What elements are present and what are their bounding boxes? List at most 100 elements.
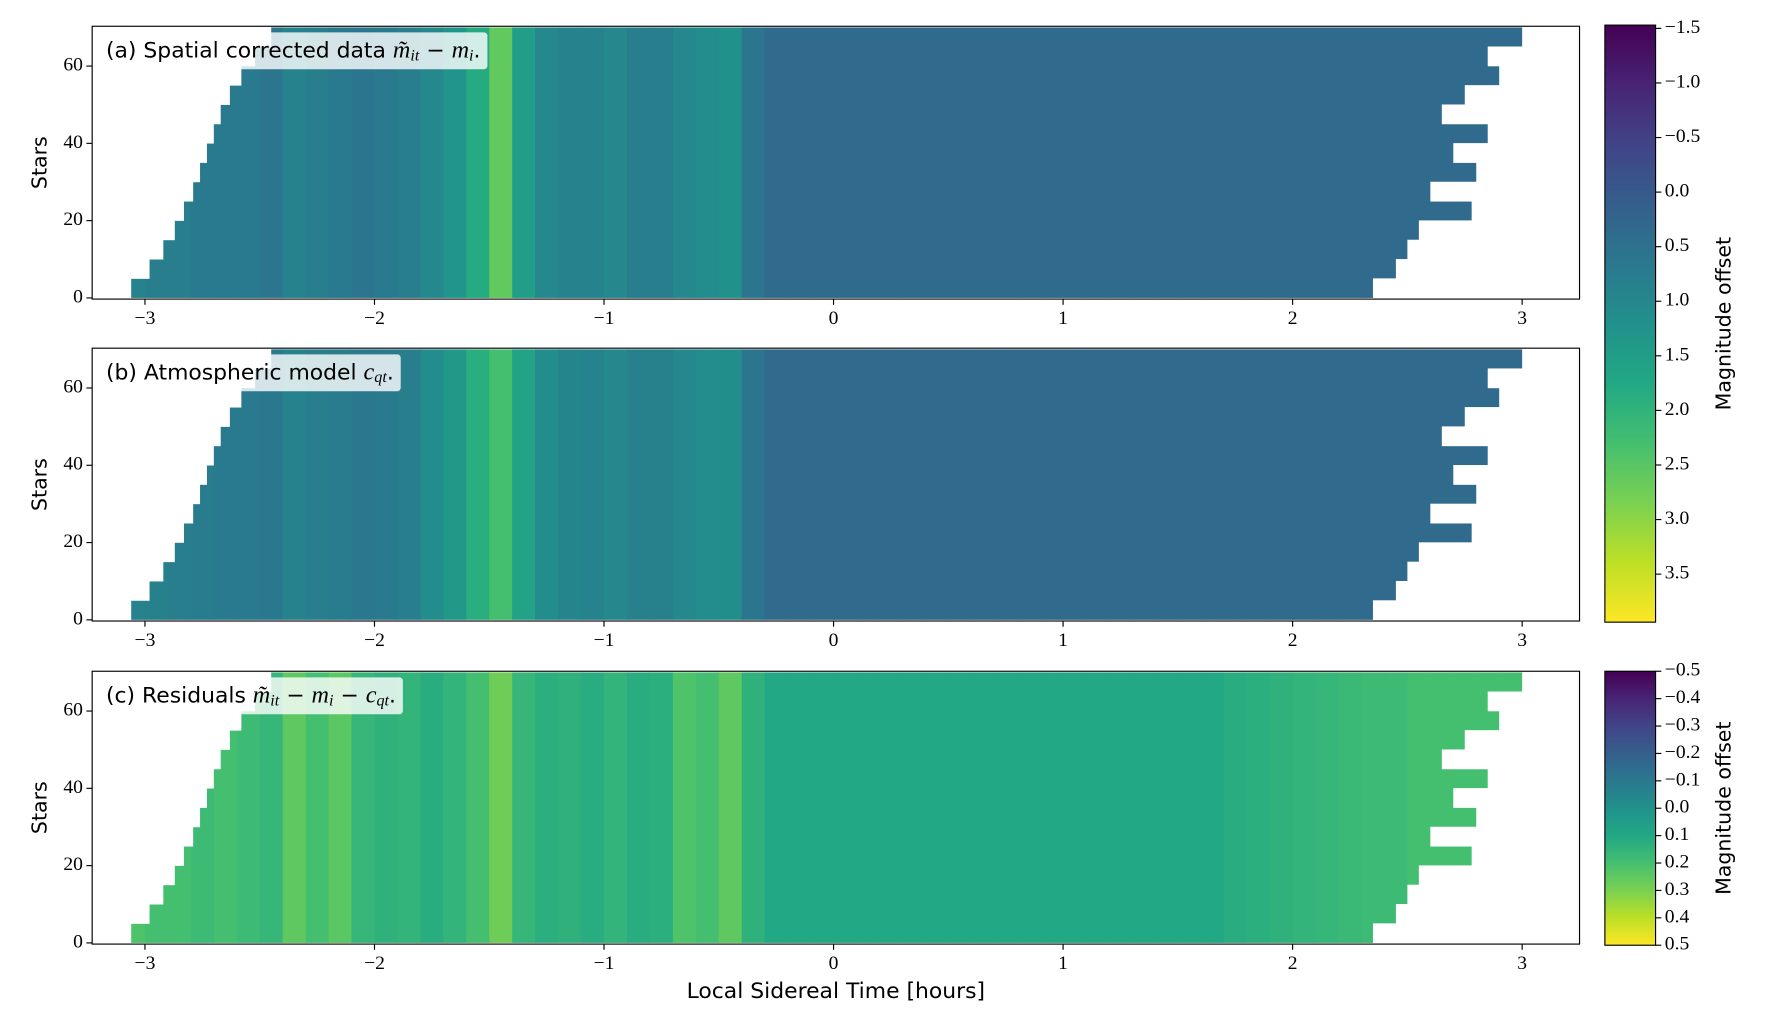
- y-axis-label: Stars: [27, 136, 51, 189]
- y-tick-label: 40: [63, 454, 83, 475]
- coverage-end: [1453, 465, 1580, 485]
- heat-strip: [466, 27, 490, 298]
- heat-strip: [672, 27, 697, 298]
- heat-strip: [351, 27, 375, 298]
- heat-strip: [443, 672, 467, 943]
- coverage-end: [1464, 85, 1580, 105]
- heat-strip: [282, 27, 307, 298]
- y-tick-label: 0: [73, 931, 83, 952]
- panel-title: (a) Spatial corrected data m̃it − mi.: [106, 37, 481, 65]
- title-part: m̃: [253, 682, 270, 708]
- heat-strip: [259, 672, 284, 943]
- heat-strip: [420, 349, 444, 620]
- heat-strip: [764, 349, 789, 620]
- heat-strip: [535, 672, 559, 943]
- coverage-end: [1430, 826, 1580, 847]
- heat-strip: [1086, 27, 1110, 298]
- coverage-start: [92, 884, 164, 905]
- heat-strip: [718, 672, 743, 943]
- coverage-end: [1476, 807, 1580, 828]
- heat-strip: [558, 672, 582, 943]
- x-tick-label: 1: [1058, 630, 1068, 651]
- heat-strip: [649, 27, 674, 298]
- x-tick-label: −1: [594, 953, 615, 974]
- coverage-start: [92, 104, 221, 125]
- x-tick-label: 1: [1058, 953, 1068, 974]
- heat-strip: [1384, 672, 1408, 943]
- axes-frame: [91, 670, 1581, 945]
- coverage-end: [1522, 349, 1580, 369]
- heat-strip: [787, 672, 812, 943]
- y-tick-label: 60: [63, 700, 83, 721]
- heat-strip: [259, 349, 284, 620]
- heat-strip: [512, 672, 536, 943]
- heat-strip: [1017, 27, 1041, 298]
- heat-strip: [856, 672, 880, 943]
- heat-strip: [879, 672, 903, 943]
- coverage-end: [1395, 259, 1580, 279]
- y-tick-label: 20: [63, 531, 83, 552]
- x-tick-label: −1: [594, 630, 615, 651]
- heat-strip: [512, 27, 536, 298]
- coverage-end: [1487, 691, 1580, 712]
- colorbar-tick-label: 3.0: [1665, 508, 1689, 529]
- y-axis-label: Stars: [27, 781, 51, 834]
- title-part: m: [452, 37, 469, 63]
- heat-strip: [1040, 27, 1064, 298]
- heat-strip: [1017, 349, 1041, 620]
- heat-strip: [397, 27, 421, 298]
- coverage-start: [92, 600, 132, 621]
- title-part: qt: [376, 693, 389, 710]
- coverage-end: [1453, 788, 1580, 808]
- panel: −3 −2 −1 0 1 2 3 0 20 40 60 Stars Local Sidereal Tim…: [27, 670, 1581, 1004]
- heat-strip: [581, 672, 605, 943]
- heat-strip: [236, 672, 261, 943]
- coverage-end: [1487, 445, 1580, 466]
- y-tick-label: 20: [63, 854, 83, 875]
- heat-strip: [351, 349, 375, 620]
- title-part: −: [419, 38, 451, 63]
- heat-strip: [236, 27, 261, 298]
- axes-frame: [91, 25, 1581, 300]
- coverage-end: [1499, 710, 1580, 731]
- y-tick-label: 40: [63, 777, 83, 798]
- heat-strip: [787, 27, 812, 298]
- coverage-end: [1471, 201, 1580, 221]
- heat-strip: [1269, 27, 1294, 298]
- title-box: [99, 677, 403, 715]
- x-axis-label: Local Sidereal Time [hours]: [687, 979, 986, 1004]
- heat-strip: [443, 349, 467, 620]
- y-tick-label: 60: [63, 55, 83, 76]
- heat-strip: [833, 27, 857, 298]
- heat-strip: [328, 349, 353, 620]
- heat-strip: [604, 672, 628, 943]
- colorbar-tick-label: 3.5: [1665, 563, 1689, 584]
- coverage-end: [1395, 904, 1580, 924]
- heat-strip: [535, 349, 559, 620]
- heat-strip: [1040, 672, 1064, 943]
- heat-strip: [1200, 349, 1225, 620]
- coverage-end: [1407, 561, 1580, 582]
- x-tick-label: 0: [829, 630, 839, 651]
- heat-strip: [1246, 672, 1271, 943]
- heat-strip: [994, 349, 1018, 620]
- coverage-start: [92, 846, 184, 866]
- heat-strip: [397, 349, 421, 620]
- colorbar-tick-label: −0.5: [1665, 660, 1701, 681]
- coverage-end: [1418, 220, 1580, 241]
- x-tick-label: −2: [364, 953, 385, 974]
- heat-strip: [902, 672, 926, 943]
- heat-strip: [420, 27, 444, 298]
- heat-strip: [1200, 672, 1225, 943]
- colorbar-tick-label: 0.1: [1665, 824, 1689, 845]
- heat-strip: [787, 349, 812, 620]
- heat-strip: [328, 672, 353, 943]
- colorbar-tick-label: −1.5: [1665, 17, 1701, 38]
- y-tick-label: 40: [63, 132, 83, 153]
- colorbar-tick-label: −0.5: [1665, 126, 1701, 147]
- coverage-start: [92, 65, 242, 86]
- heat-strip: [741, 27, 766, 298]
- heat-strip: [1384, 349, 1408, 620]
- heat-strip: [695, 672, 720, 943]
- y-tick-label: 60: [63, 377, 83, 398]
